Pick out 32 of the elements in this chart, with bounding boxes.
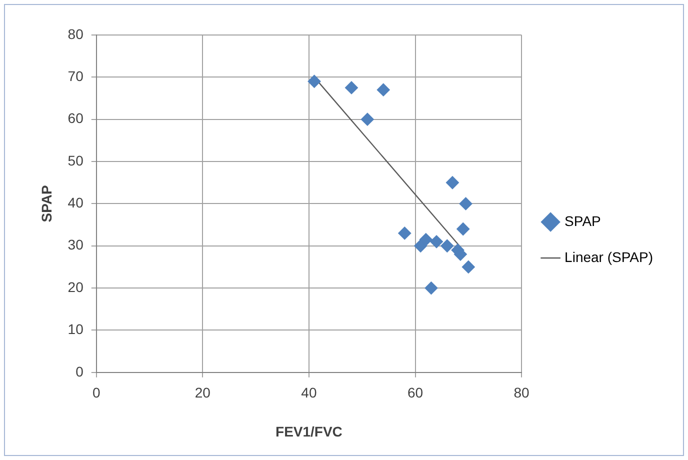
y-tick-label: 50 (68, 152, 84, 168)
y-axis-title: SPAP (38, 185, 54, 222)
x-tick-label: 80 (514, 384, 530, 401)
y-tick-label: 70 (68, 68, 84, 84)
point (398, 226, 412, 240)
y-tick-label: 20 (68, 278, 84, 295)
y-tick-label: 10 (68, 321, 84, 338)
point (360, 112, 374, 126)
point (308, 74, 321, 88)
point (344, 81, 358, 94)
point (424, 282, 438, 295)
point (459, 197, 472, 210)
x-tick-label: 40 (301, 384, 317, 401)
point (376, 83, 390, 96)
x-tick-label: 0 (92, 384, 100, 401)
legend-label: Linear (SPAP) (564, 248, 654, 265)
point (419, 233, 432, 246)
y-tick-label: 0 (76, 363, 84, 380)
x-tick-label: 20 (194, 384, 211, 401)
point (414, 239, 428, 252)
point (456, 222, 470, 236)
y-tick-label: 30 (68, 236, 84, 253)
y-tick-label: 40 (68, 194, 84, 211)
point (440, 239, 454, 252)
point (446, 176, 459, 190)
x-tick-label: 60 (407, 384, 424, 401)
y-tick-label: 60 (68, 110, 84, 126)
y-tick-label: 80 (68, 26, 84, 42)
point (462, 260, 475, 274)
point (430, 235, 444, 248)
legend-label: SPAP (564, 212, 601, 229)
x-axis-title: FEV1/FVC (276, 423, 342, 440)
